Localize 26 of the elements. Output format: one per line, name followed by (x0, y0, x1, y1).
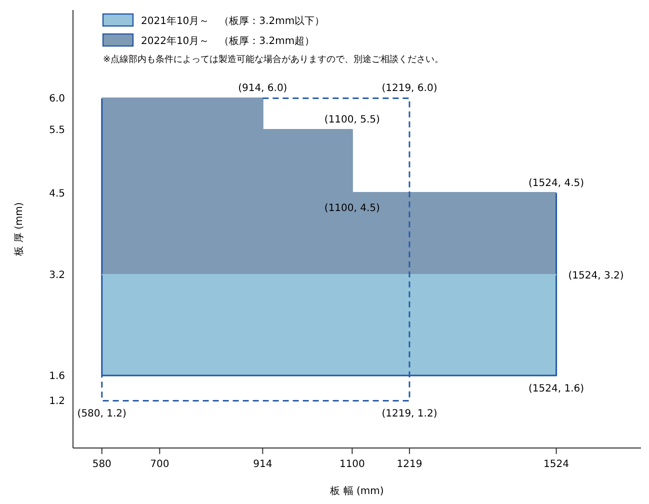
annotation: (1100, 4.5) (324, 202, 380, 214)
y-tick-label: 5.5 (49, 125, 65, 136)
y-tick-label: 1.6 (49, 371, 65, 382)
legend-label: 2022年10月～ （板厚：3.2mm超） (141, 35, 315, 47)
y-tick-label: 6.0 (49, 94, 65, 105)
x-tick-label: 1219 (396, 459, 422, 470)
y-axis-title: 板 厚 (mm) (13, 202, 25, 257)
x-tick-label: 914 (253, 459, 272, 470)
annotation: (580, 1.2) (77, 408, 127, 420)
x-axis-title: 板 幅 (mm) (329, 485, 384, 497)
annotation: ※点線部内も条件によっては製造可能な場合がありますので、別途ご相談ください。 (103, 54, 444, 65)
legend-label: 2021年10月～ （板厚：3.2mm以下） (141, 15, 325, 27)
annotation: (1524, 4.5) (528, 178, 584, 189)
annotation: (1219, 1.2) (382, 408, 438, 420)
y-tick-label: 3.2 (49, 270, 65, 282)
annotation: (1100, 5.5) (324, 114, 380, 126)
annotation: (1524, 3.2) (568, 270, 624, 282)
x-tick-label: 700 (150, 459, 170, 470)
x-tick-label: 1524 (544, 459, 570, 470)
y-tick-label: 1.2 (49, 396, 65, 408)
y-tick-label: 4.5 (49, 188, 65, 200)
annotation: (1219, 6.0) (382, 83, 438, 94)
x-tick-label: 580 (92, 459, 112, 470)
annotation: (914, 6.0) (238, 83, 288, 94)
x-tick-label: 1100 (339, 459, 365, 470)
annotation: (1524, 1.6) (528, 384, 584, 395)
